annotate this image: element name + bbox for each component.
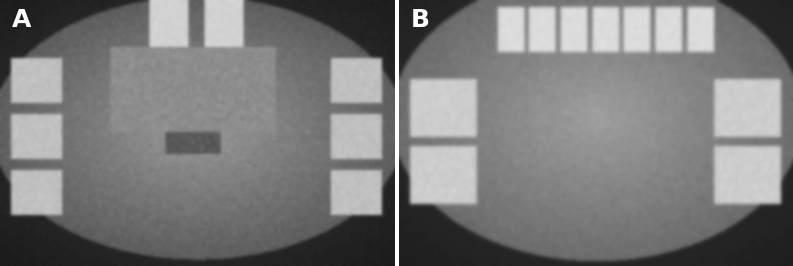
Text: A: A	[12, 8, 31, 32]
Text: B: B	[411, 8, 430, 32]
